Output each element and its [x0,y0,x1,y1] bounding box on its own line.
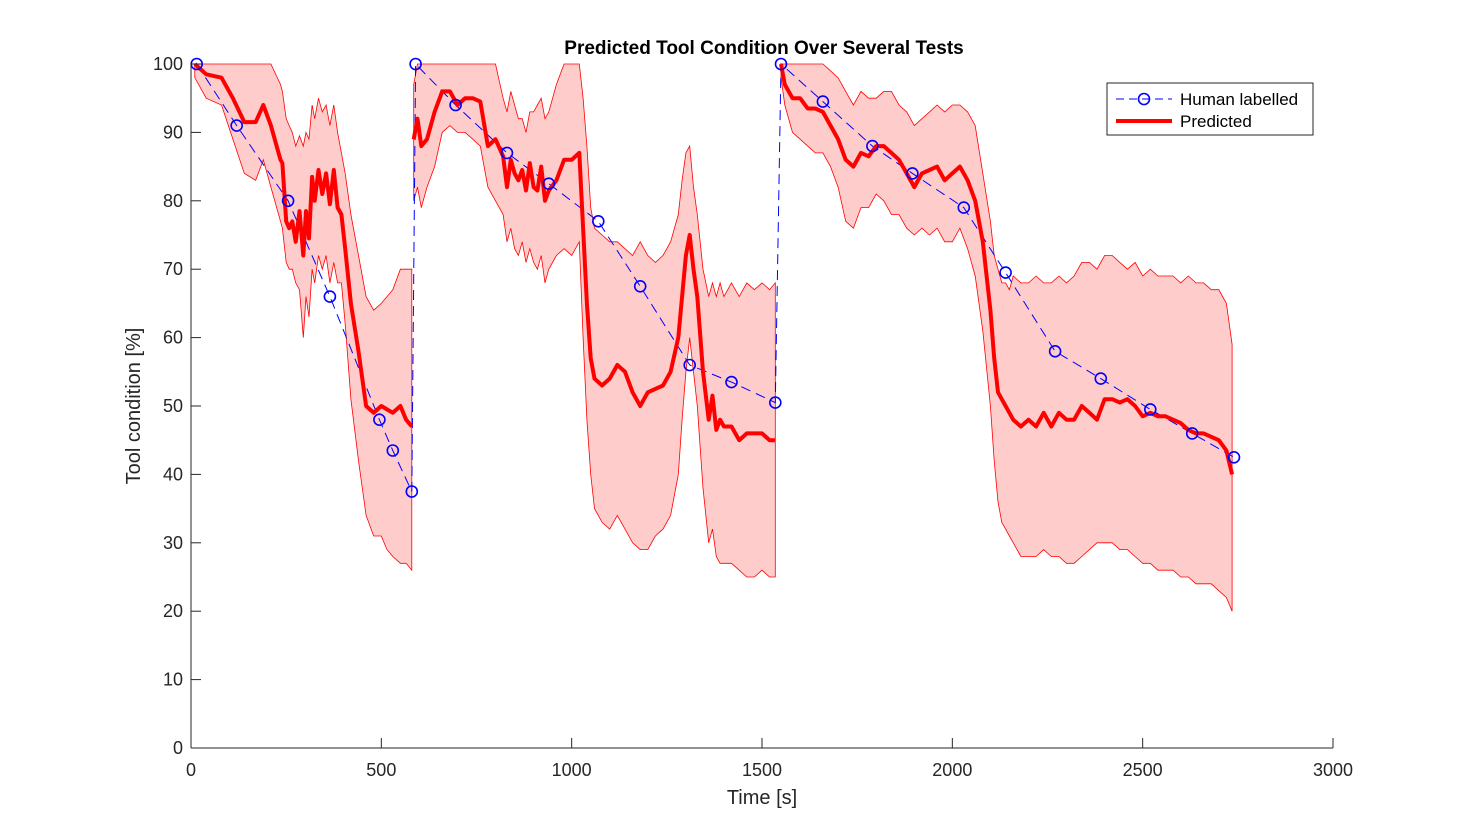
human-labelled-point [405,485,419,498]
confidence-band-2 [413,63,776,578]
legend-human-marker [1137,92,1151,106]
human-labelled-point [1094,372,1108,385]
human-labelled-point [373,413,386,427]
human-labelled-point [281,194,295,208]
human-labelled-point [1048,344,1062,358]
legend-human-label: Human labelled [1180,90,1298,109]
human-labelled-series [196,62,1235,492]
y-tick-label: 20 [163,601,183,621]
human-labelled-point [633,279,647,293]
human-labelled-point [386,444,400,457]
y-tick-label: 80 [163,191,183,211]
confidence-band-3 [780,63,1233,612]
human-labelled-point [1185,427,1199,440]
confidence-band-1 [194,63,413,572]
x-tick-label: 2000 [932,760,972,780]
human-labelled-point [500,146,514,160]
legend: Human labelled Predicted [1106,82,1314,136]
human-labelled-point [999,266,1012,279]
y-tick-label: 70 [163,259,183,279]
human-labelled-point [230,119,243,132]
human-labelled-point [774,57,788,71]
human-labelled-point [542,177,556,190]
y-axis-label: Tool condition [%] [123,328,145,485]
human-labelled-point [1144,403,1157,416]
x-tick-label: 1000 [552,760,592,780]
y-tick-label: 0 [173,738,183,758]
human-labelled-point [725,375,738,389]
predicted-line-3 [779,63,1235,475]
predicted-series [190,57,1241,498]
x-tick-label: 500 [366,760,396,780]
predicted-line-2 [411,89,776,443]
y-tick-label: 40 [163,464,183,484]
human-labelled-line [196,62,1235,492]
human-labelled-point [768,396,782,409]
y-tick-label: 100 [153,54,183,74]
y-axis-ticks: 0 10 20 30 40 50 60 70 80 90 100 [153,54,201,758]
y-tick-label: 50 [163,396,183,416]
y-tick-label: 10 [163,670,183,690]
x-axis-label: Time [s] [727,787,797,809]
x-axis-ticks: 0 500 1000 1500 2000 2500 3000 [186,738,1353,780]
human-labelled-point [683,358,697,372]
human-labelled-point [866,139,879,153]
chart-title: Predicted Tool Condition Over Several Te… [564,38,963,59]
human-labelled-point [323,290,337,303]
y-tick-label: 90 [163,122,183,142]
confidence-band-layer [194,63,1233,612]
human-labelled-point [816,95,830,108]
x-tick-label: 3000 [1313,760,1353,780]
x-tick-label: 2500 [1123,760,1163,780]
predicted-line-1 [193,62,414,428]
human-labelled-point [957,201,971,214]
human-labelled-point [591,215,605,228]
human-labelled-point [449,98,462,112]
x-tick-label: 0 [186,760,196,780]
legend-box [1106,82,1314,136]
x-tick-label: 1500 [742,760,782,780]
human-labelled-point [906,167,919,180]
human-labelled-point [1227,450,1241,464]
y-tick-label: 30 [163,533,183,553]
y-tick-label: 60 [163,328,183,348]
legend-predicted-label: Predicted [1180,112,1252,131]
human-labelled-point [409,57,422,71]
